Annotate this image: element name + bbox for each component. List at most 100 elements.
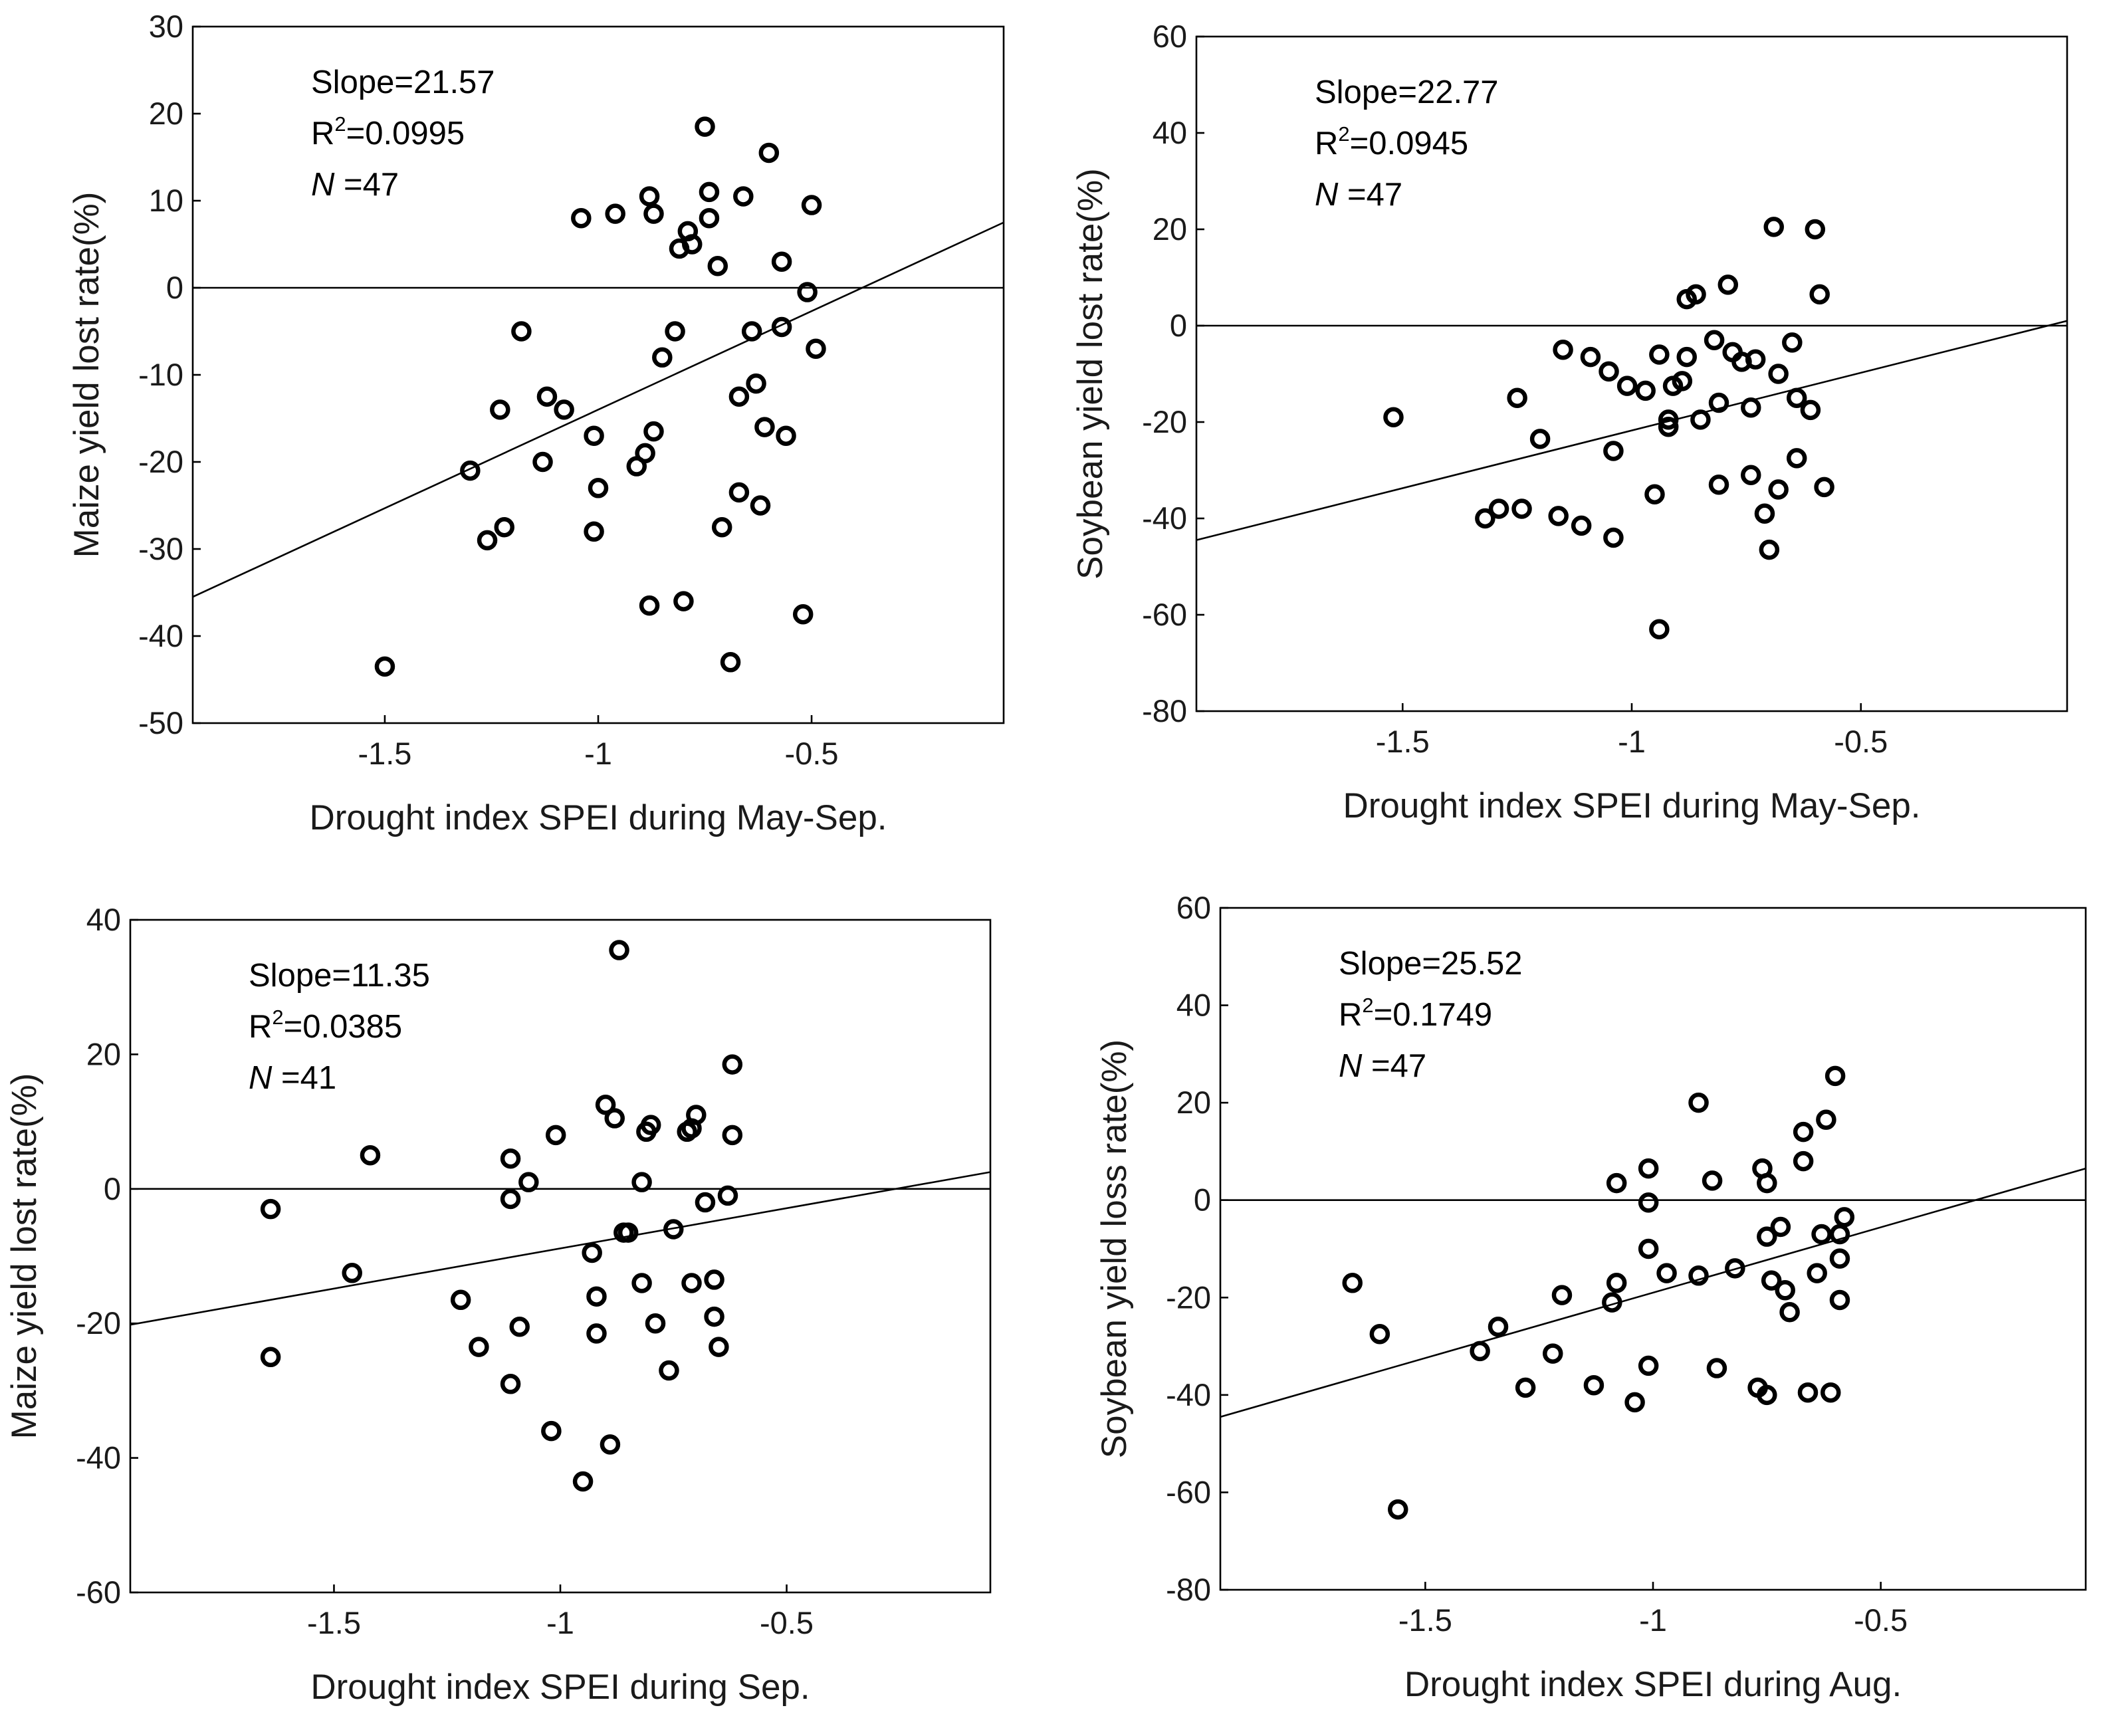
sample-size-value: =47 [334,167,399,203]
x-tick-label: -1 [1639,1602,1667,1638]
data-point [1690,409,1711,430]
data-point [639,595,660,616]
data-point [571,207,592,229]
data-point [1708,475,1729,495]
data-point [1754,503,1775,524]
data-point [1580,346,1601,368]
data-point [1638,1158,1659,1179]
y-tick-label: 40 [1176,988,1211,1023]
r-squared-annotation: R2=0.0385 [249,1006,402,1045]
data-point [1800,399,1821,421]
data-point [771,316,792,338]
data-point [1768,364,1789,384]
data-point [746,373,766,394]
data-point [604,1108,625,1129]
y-tick-label: -60 [76,1574,121,1610]
slope-annotation: Slope=21.57 [311,64,495,100]
data-point [645,1313,666,1334]
r-squared-value: =0.0995 [346,116,465,152]
data-point [797,282,818,302]
r-squared-value: =0.1749 [1374,997,1493,1033]
y-tick-label: -80 [1142,693,1187,728]
y-tick-label: -50 [138,705,183,740]
data-point [518,1172,539,1192]
r-squared-annotation: R2=0.0945 [1315,122,1468,162]
data-point [1782,332,1803,353]
y-tick-label: -60 [1142,597,1187,632]
data-point [1342,1273,1363,1293]
x-tick-label: -1 [1618,724,1646,759]
data-point [722,1054,743,1075]
data-point [500,1188,521,1210]
data-point [1383,407,1404,427]
data-point [1807,1263,1827,1283]
data-point [1658,409,1679,430]
data-point [1571,515,1592,536]
data-point [477,530,498,551]
data-point [1816,1109,1836,1131]
data-point [511,321,532,342]
data-point [1672,371,1693,391]
y-tick-label: 20 [1176,1085,1211,1120]
data-point [586,1286,607,1307]
data-point [1793,1121,1814,1142]
data-point [750,495,771,516]
data-point [1702,1170,1723,1191]
sample-size-value: =41 [272,1060,336,1096]
data-point [1369,1324,1390,1345]
data-point [1624,1392,1645,1413]
y-tick-label: -40 [76,1440,121,1475]
data-point [652,347,673,368]
regression-fit-line [1196,320,2068,541]
data-point [1583,1374,1605,1396]
data-point [1757,1384,1777,1406]
data-point [500,1374,521,1394]
y-tick-label: -10 [138,357,183,392]
data-point [450,1289,471,1311]
sample-size-letter: N [311,167,335,203]
x-axis-title: Drought index SPEI during May-Sep. [1343,786,1920,825]
data-point [659,1360,679,1381]
data-point [1704,330,1725,350]
r-squared-superscript: 2 [334,112,346,136]
y-tick-label: -60 [1166,1474,1211,1509]
data-point [699,181,720,203]
data-point [720,652,741,673]
sample-size-letter: N [1315,177,1339,213]
data-point [1805,219,1826,240]
data-point [758,142,780,163]
y-tick-label: -40 [138,618,183,653]
y-tick-label: 0 [166,270,183,305]
r-squared-letter: R [1315,126,1338,162]
data-point [1644,484,1665,504]
x-tick-label: -1.5 [1376,724,1430,759]
x-tick-label: -1 [584,736,612,771]
data-point [494,517,514,538]
data-point [1759,539,1780,560]
data-point [1606,1172,1627,1194]
data-point [1761,1270,1782,1291]
r-squared-letter: R [249,1009,272,1045]
data-point [595,1095,616,1115]
data-point [1603,527,1624,548]
data-point [460,460,481,481]
data-point [643,203,664,224]
data-point [1706,1358,1727,1378]
data-point [584,521,604,542]
slope-annotation: Slope=25.52 [1339,946,1523,982]
data-point [686,1105,707,1125]
data-point [722,1125,743,1146]
data-point [792,604,814,625]
data-point [554,399,574,420]
sample-size-letter: N [1339,1048,1363,1084]
data-point [1829,1289,1850,1311]
data-point [741,321,762,342]
data-point [631,1273,652,1293]
x-axis-title: Drought index SPEI during Sep. [310,1668,810,1707]
r-squared-annotation: R2=0.1749 [1339,994,1492,1033]
sample-size-annotation: N =47 [311,167,399,203]
sample-size-letter: N [249,1060,273,1096]
data-point [1616,376,1638,396]
data-point [1638,1238,1659,1259]
data-point [728,482,750,503]
